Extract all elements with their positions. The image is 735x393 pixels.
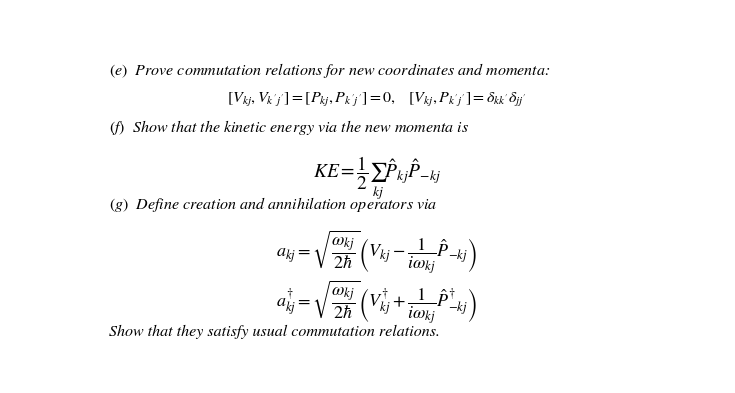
Text: Show that they satisfy usual commutation relations.: Show that they satisfy usual commutation… <box>109 325 440 339</box>
Text: $[V_{kj}, V_{k'j'}] = [P_{kj}, P_{k'j'}] = 0, \quad [V_{kj}, P_{k'j'}] = \delta_: $[V_{kj}, V_{k'j'}] = [P_{kj}, P_{k'j'}]… <box>227 91 526 109</box>
Text: $(e)$  Prove commutation relations for new coordinates and momenta:: $(e)$ Prove commutation relations for ne… <box>109 61 551 80</box>
Text: $(g)$  Define creation and annihilation operators via: $(g)$ Define creation and annihilation o… <box>109 195 437 215</box>
Text: $KE = \dfrac{1}{2} \sum_{kj} \hat{P}_{kj}\hat{P}_{-kj}$: $KE = \dfrac{1}{2} \sum_{kj} \hat{P}_{kj… <box>312 154 441 203</box>
Text: $(f)$  Show that the kinetic energy via the new momenta is: $(f)$ Show that the kinetic energy via t… <box>109 118 469 137</box>
Text: $a^{\dagger}_{kj} = \sqrt{\dfrac{\omega_{kj}}{2\hbar}} \left( V^{\dagger}_{kj} +: $a^{\dagger}_{kj} = \sqrt{\dfrac{\omega_… <box>276 279 477 326</box>
Text: $a_{kj} = \sqrt{\dfrac{\omega_{kj}}{2\hbar}} \left( V_{kj} - \dfrac{1}{i\omega_{: $a_{kj} = \sqrt{\dfrac{\omega_{kj}}{2\hb… <box>276 229 477 276</box>
